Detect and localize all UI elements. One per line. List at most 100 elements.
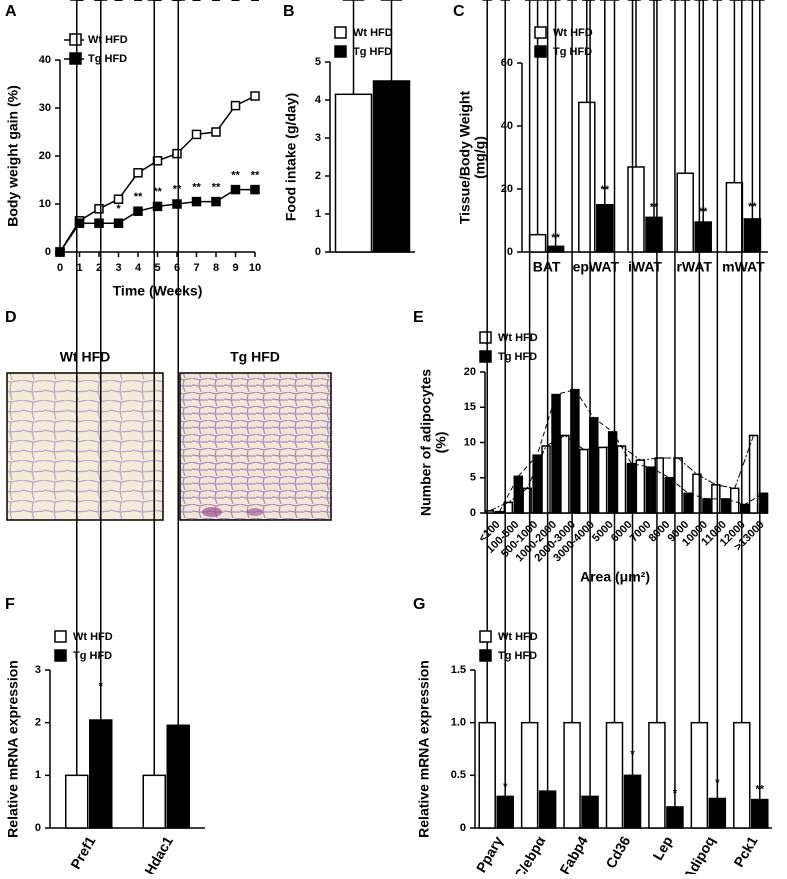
bar	[654, 457, 664, 514]
significance: **	[192, 181, 201, 193]
bar	[581, 795, 599, 829]
significance: **	[756, 783, 765, 795]
bar	[538, 790, 557, 829]
x-tick-label: Lep	[649, 833, 675, 863]
y-tick-label: 20	[464, 366, 476, 378]
y-tick-label: 1	[35, 769, 41, 781]
bar	[494, 510, 505, 514]
bar	[666, 806, 684, 829]
marker	[230, 100, 241, 111]
legend-label: Tg HFD	[88, 53, 127, 65]
bar	[645, 216, 663, 253]
x-tick-label: Adipoq	[680, 833, 718, 874]
significance: *	[715, 777, 720, 789]
y-tick-label: 15	[464, 401, 476, 413]
bar	[551, 393, 561, 514]
y-tick-label: 1	[315, 208, 321, 220]
marker	[172, 199, 182, 209]
significance: **	[251, 169, 260, 181]
legend-swatch	[479, 350, 492, 363]
legend-swatch	[334, 26, 347, 39]
marker	[94, 218, 104, 228]
x-tick-label: 7	[193, 262, 199, 274]
y-tick-label: 0	[35, 822, 41, 834]
marker	[211, 127, 221, 137]
bar	[596, 204, 614, 253]
significance: *	[99, 681, 104, 693]
legend-swatch	[54, 630, 67, 643]
legend-label: Wt HFD	[88, 34, 128, 46]
bar	[758, 492, 769, 514]
y-tick-label: 0.5	[451, 769, 466, 781]
bar	[605, 721, 624, 829]
bar	[708, 797, 727, 829]
bar	[65, 774, 89, 829]
bar	[597, 446, 608, 514]
legend-swatch	[334, 45, 347, 58]
significance: **	[551, 232, 560, 244]
y-tick-label: 5	[470, 472, 476, 484]
legend-swatch	[479, 649, 492, 662]
panel-letter: B	[283, 3, 295, 20]
marker	[191, 196, 202, 207]
bar	[751, 798, 769, 829]
significance: *	[673, 788, 678, 800]
significance: *	[503, 781, 508, 793]
bar	[683, 492, 693, 514]
legend-label: Tg HFD	[353, 46, 392, 58]
marker	[74, 218, 85, 228]
marker	[133, 168, 143, 178]
panel-letter: C	[453, 3, 465, 20]
bar	[166, 724, 190, 829]
marker	[113, 194, 124, 204]
bar	[627, 166, 645, 253]
significance: **	[650, 202, 659, 214]
y-tick-label: 0	[45, 246, 51, 258]
bar	[528, 233, 547, 253]
micrographs	[6, 372, 332, 521]
x-tick-label: Cd36	[602, 833, 633, 871]
x-tick-label: Hdac1	[141, 833, 176, 874]
y-tick-label: 0	[507, 246, 513, 258]
y-tick-label: 2	[35, 717, 41, 729]
legend-swatch	[479, 630, 492, 643]
x-tick-label: Pref1	[67, 833, 98, 872]
significance: **	[748, 201, 757, 213]
marker	[94, 204, 104, 214]
y-tick-label: 1.0	[451, 717, 466, 729]
y-tick-label: 3	[35, 664, 41, 676]
trend-line	[498, 389, 764, 512]
panel-letter: E	[413, 309, 424, 326]
bar	[478, 721, 496, 829]
significance: **	[601, 184, 610, 196]
bar	[607, 431, 618, 514]
micrograph-title: Wt HFD	[60, 349, 111, 365]
bar	[676, 172, 694, 253]
bar	[743, 218, 762, 253]
wt-micrograph	[6, 372, 164, 521]
marker	[230, 184, 241, 195]
marker	[191, 129, 202, 140]
x-tick-label: rWAT	[676, 259, 712, 275]
x-tick-label: 5	[154, 262, 160, 274]
y-tick-label: 0	[470, 507, 476, 519]
marker	[211, 196, 221, 207]
significance: **	[699, 206, 708, 218]
bar	[142, 774, 166, 829]
y-axis-label: Number of adipocytes	[418, 369, 434, 516]
bar	[513, 475, 524, 514]
bar	[589, 417, 599, 514]
y-tick-label: 20	[501, 183, 513, 195]
legend-swatch	[54, 649, 67, 662]
y-axis-label: (%)	[433, 432, 449, 454]
tg-micrograph	[179, 372, 332, 521]
x-tick-label: iWAT	[628, 259, 662, 275]
significance: **	[134, 191, 143, 203]
legend-label: Wt HFD	[498, 631, 538, 643]
legend-label: Wt HFD	[73, 631, 113, 643]
x-tick-label: 0	[57, 262, 63, 274]
bar	[89, 719, 113, 829]
bar	[645, 466, 656, 514]
y-tick-label: 20	[39, 150, 51, 162]
